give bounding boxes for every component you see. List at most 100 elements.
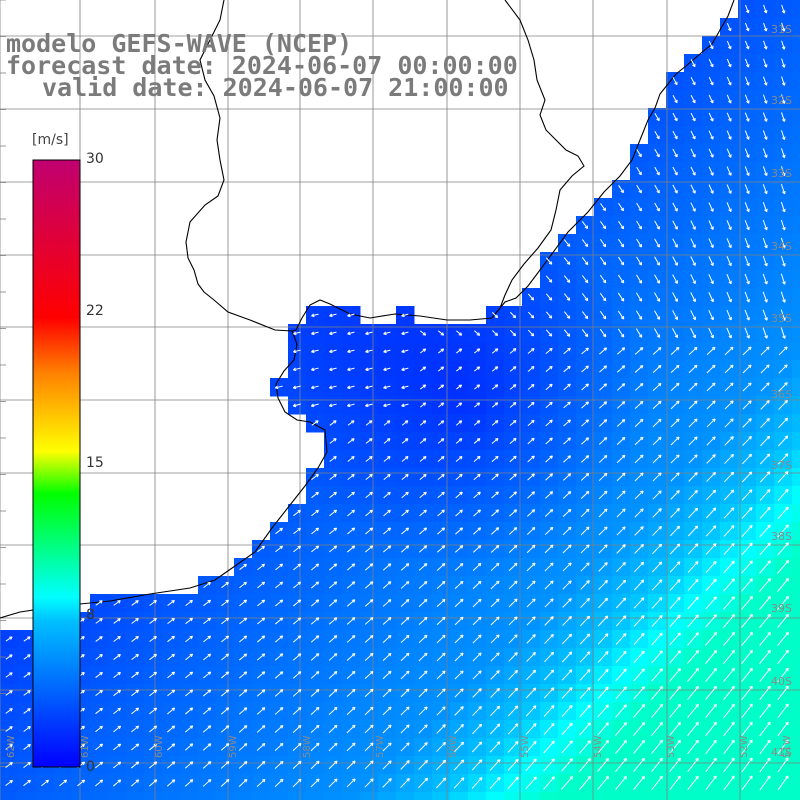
wind-arrow <box>726 94 732 104</box>
wind-cell <box>792 324 800 343</box>
wind-cell <box>792 558 800 577</box>
wind-arrow <box>726 76 732 86</box>
wind-arrow <box>690 148 696 158</box>
wind-cell <box>774 792 793 800</box>
wind-arrow <box>672 112 678 122</box>
wind-cell <box>792 684 800 703</box>
wind-arrow <box>617 274 625 284</box>
latitude-label: 37S <box>771 459 792 472</box>
wind-arrow <box>654 113 660 122</box>
wind-cell <box>792 468 800 487</box>
wind-cell <box>108 792 127 800</box>
wind-cell <box>522 792 541 800</box>
wind-cell <box>792 360 800 379</box>
wind-cell <box>792 144 800 163</box>
wind-cell <box>792 774 800 793</box>
wind-arrow <box>690 94 696 104</box>
wind-arrow <box>636 202 642 212</box>
wind-arrow <box>654 220 660 230</box>
longitude-label: 55W <box>520 735 531 758</box>
wind-cell <box>792 432 800 451</box>
wind-arrow <box>672 130 678 140</box>
wind-cell <box>792 72 800 91</box>
wind-arrow <box>708 148 714 158</box>
wind-arrow <box>780 201 786 213</box>
wind-cell <box>0 792 19 800</box>
wind-cell <box>306 792 325 800</box>
wind-cell <box>684 792 703 800</box>
wind-cell <box>792 90 800 109</box>
wind-arrow <box>780 166 786 177</box>
wind-cell <box>792 234 800 253</box>
wind-arrow <box>672 238 678 248</box>
wind-arrow <box>726 22 732 32</box>
wind-cell <box>792 504 800 523</box>
wind-arrow <box>690 166 696 176</box>
wind-arrow <box>654 130 660 140</box>
wind-cell <box>648 792 667 800</box>
wind-arrow <box>744 148 750 158</box>
longitude-label: 58W <box>302 735 313 758</box>
colorbar-tick: 15 <box>86 455 104 471</box>
wind-arrow <box>581 239 589 248</box>
wind-arrow <box>690 112 696 122</box>
wind-cell <box>792 522 800 541</box>
wind-cell <box>792 630 800 649</box>
wind-arrow <box>744 166 750 176</box>
wind-cell <box>504 792 523 800</box>
wind-cell <box>792 198 800 217</box>
wind-arrow <box>781 58 786 68</box>
wind-cell <box>792 738 800 757</box>
wind-arrow <box>690 59 696 68</box>
wind-arrow <box>781 76 786 86</box>
wind-arrow <box>726 184 732 194</box>
wind-cell <box>36 792 55 800</box>
wind-cell <box>288 792 307 800</box>
wind-arrow <box>780 183 786 195</box>
longitude-label: 59W <box>228 735 239 758</box>
wind-arrow <box>672 256 678 266</box>
wind-cell <box>792 252 800 271</box>
latitude-label: 35S <box>771 312 792 325</box>
wind-arrow <box>726 238 732 249</box>
wind-arrow <box>672 274 678 284</box>
wind-arrow <box>744 112 750 122</box>
wind-arrow <box>763 4 768 14</box>
longitude-label: 62W <box>6 735 17 758</box>
wind-arrow <box>654 274 660 284</box>
wind-cell <box>252 792 271 800</box>
wind-arrow <box>762 130 768 140</box>
valid-date: valid date: 2024-06-07 21:00:00 <box>42 73 509 102</box>
wind-arrow <box>690 220 696 230</box>
wind-arrow <box>780 237 786 249</box>
wind-arrow <box>600 203 607 212</box>
wind-arrow <box>654 238 660 248</box>
colorbar-fill <box>32 159 81 768</box>
wind-cell <box>792 594 800 613</box>
wind-cell <box>792 486 800 505</box>
wind-cell <box>792 108 800 127</box>
wind-arrow <box>708 274 714 285</box>
wind-cell <box>792 756 800 775</box>
wind-cell <box>792 270 800 289</box>
wind-arrow <box>636 274 643 284</box>
wind-arrow <box>545 275 553 283</box>
wind-arrow <box>636 220 642 230</box>
wind-arrow <box>654 256 660 266</box>
wind-arrow <box>708 166 714 176</box>
wind-cell <box>576 792 595 800</box>
latitude-label: 31S <box>771 23 792 36</box>
wind-cell <box>162 792 181 800</box>
wind-cell <box>126 792 145 800</box>
wind-arrow <box>581 275 589 284</box>
wind-cell <box>792 648 800 667</box>
wind-arrow <box>618 202 624 212</box>
colorbar-unit: [m/s] <box>32 132 69 148</box>
latitude-label: 36S <box>771 388 792 401</box>
wind-arrow <box>672 148 678 158</box>
wind-cell <box>792 0 800 19</box>
wind-cell <box>738 792 757 800</box>
longitude-label: 53W <box>666 735 677 758</box>
wind-arrow <box>762 219 768 231</box>
wind-arrow <box>581 221 589 229</box>
